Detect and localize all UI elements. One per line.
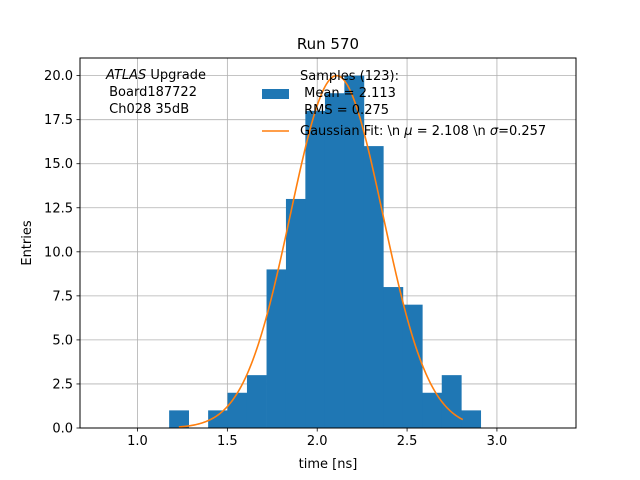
legend-fit-label: Gaussian Fit: \n μ = 2.108 \n σ=0.257 [300, 124, 546, 139]
histogram-bar [324, 93, 345, 428]
legend-fit-part-1: Gaussian Fit: \n [300, 124, 404, 139]
legend-hist-line-3: RMS = 0.275 [300, 103, 389, 118]
y-axis-ticks: 0.0 2.5 5.0 7.5 10.0 12.5 15.0 17.5 20.0 [44, 69, 80, 437]
histogram-bar [383, 287, 404, 428]
y-tick-label: 20.0 [44, 69, 73, 84]
legend: Samples (123): Mean = 2.113 RMS = 0.275 … [262, 69, 546, 139]
legend-fit-mu: μ [403, 124, 412, 139]
histogram-bar [422, 392, 443, 428]
x-tick-label: 1.0 [127, 434, 148, 449]
legend-hist-swatch [262, 89, 289, 99]
y-tick-label: 12.5 [44, 201, 73, 216]
histogram-bar [227, 392, 248, 428]
histogram-bars [169, 75, 482, 428]
y-tick-label: 7.5 [52, 289, 73, 304]
x-axis-label: time [ns] [299, 457, 358, 472]
chart-title: Run 570 [297, 35, 359, 53]
annotation-upgrade: Upgrade [146, 68, 206, 83]
gaussian-fit [178, 74, 464, 428]
histogram-bar [169, 410, 189, 428]
legend-fit-part-2: = 2.108 \n [413, 124, 490, 139]
histogram-bar [285, 198, 306, 428]
annotation-line-2: Board187722 [105, 85, 197, 100]
histogram-bar [363, 146, 384, 428]
atlas-annotation: ATLAS Upgrade Board187722 Ch028 35dB [105, 68, 206, 117]
fit-curve [178, 74, 464, 428]
histogram-bar [402, 304, 423, 428]
annotation-atlas: ATLAS [105, 68, 146, 83]
histogram-bar [208, 410, 228, 428]
x-tick-label: 1.5 [217, 434, 238, 449]
y-tick-label: 0.0 [52, 422, 73, 437]
legend-hist-line-1: Samples (123): [300, 69, 399, 84]
y-tick-label: 2.5 [52, 377, 73, 392]
histogram-bar [344, 75, 365, 428]
annotation-line-3: Ch028 35dB [105, 102, 189, 117]
annotation-line-1: ATLAS Upgrade [105, 68, 206, 83]
legend-fit-part-3: =0.257 [498, 124, 546, 139]
y-tick-label: 17.5 [44, 113, 73, 128]
x-tick-label: 2.0 [307, 434, 328, 449]
legend-hist-line-2: Mean = 2.113 [300, 86, 396, 101]
plot-frame [79, 57, 577, 429]
x-tick-label: 2.5 [397, 434, 418, 449]
histogram-bar [246, 375, 267, 428]
y-tick-label: 10.0 [44, 245, 73, 260]
x-axis-ticks: 1.0 1.5 2.0 2.5 3.0 [127, 428, 507, 449]
legend-fit-sigma: σ [490, 124, 499, 139]
histogram-bar [461, 410, 482, 428]
y-tick-label: 5.0 [52, 333, 73, 348]
histogram-bar [305, 110, 326, 428]
y-axis-label: Entries [20, 220, 35, 266]
histogram-bar [266, 269, 287, 428]
histogram-bar [441, 375, 462, 428]
y-tick-label: 15.0 [44, 157, 73, 172]
x-tick-label: 3.0 [487, 434, 508, 449]
